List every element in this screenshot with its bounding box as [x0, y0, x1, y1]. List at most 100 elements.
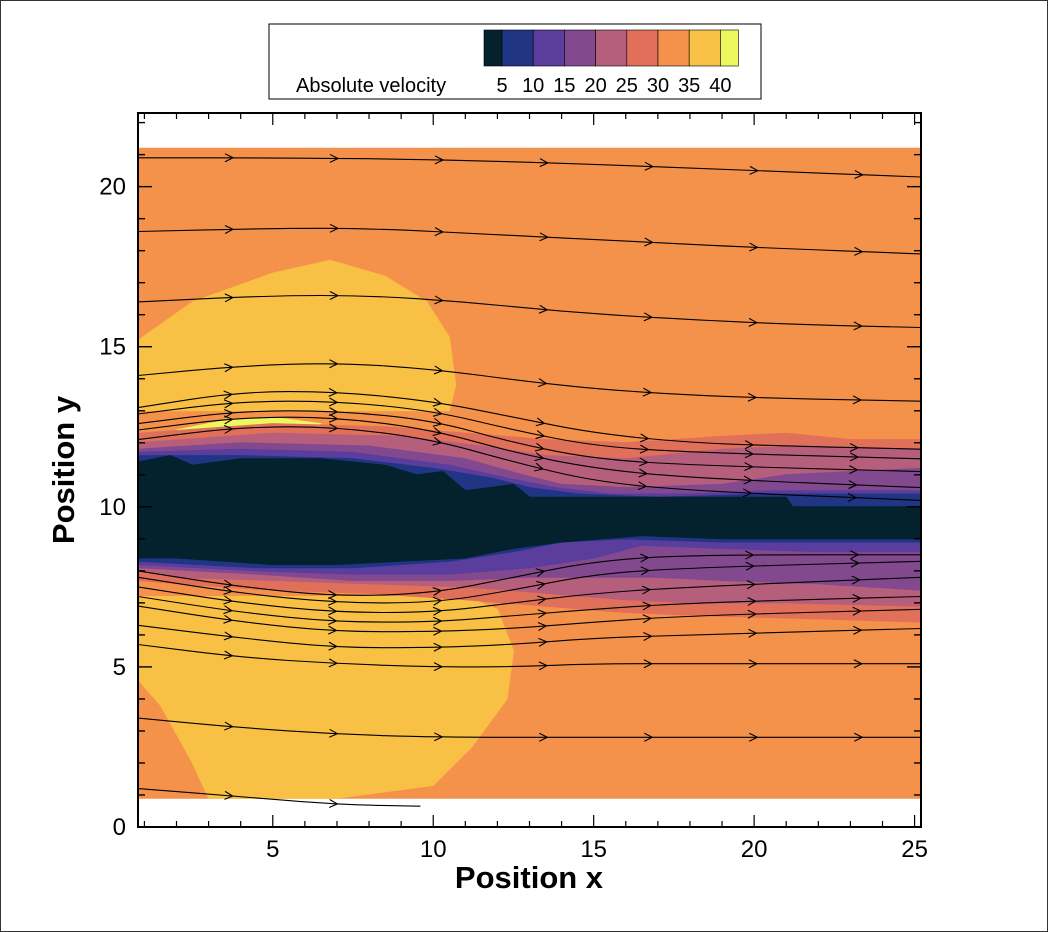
y-axis: 0 5 10 15 20	[99, 121, 921, 841]
streamline-arrow	[223, 390, 234, 400]
streamline-arrow	[224, 790, 234, 800]
streamline-arrow	[537, 378, 548, 388]
streamline-arrow	[639, 433, 650, 443]
streamline-arrow	[328, 407, 339, 417]
streamline-arrow	[852, 593, 862, 603]
x-tick-label: 25	[901, 836, 928, 863]
streamline-arrow	[537, 609, 548, 619]
streamline-arrow	[744, 440, 755, 450]
legend-swatch	[501, 29, 534, 67]
streamline-arrow	[328, 423, 339, 433]
streamline-arrow	[746, 580, 757, 590]
streamline-arrow	[849, 465, 859, 475]
streamline-17	[138, 788, 421, 807]
streamline-4	[138, 391, 921, 450]
streamline-arrow	[329, 223, 340, 233]
streamline-arrow	[434, 155, 445, 165]
streamline-11	[138, 576, 921, 614]
streamline-arrow	[329, 153, 340, 163]
legend-labels: 5 10 15 20 25 30 35 40	[496, 75, 731, 97]
streamline-arrow	[329, 291, 340, 300]
streamline-arrow	[643, 631, 653, 641]
x-tick-label: 20	[741, 836, 768, 863]
streamline-arrow	[538, 637, 548, 647]
streamline-arrow	[534, 462, 545, 472]
streamline-arrow	[747, 609, 758, 619]
y-tick-label: 10	[99, 494, 126, 521]
streamline-arrow	[535, 568, 546, 578]
streamline-arrow	[534, 442, 545, 452]
legend-swatches	[483, 29, 739, 67]
streamline-arrow	[638, 468, 649, 478]
streamline-5	[138, 400, 921, 460]
streamline-arrow	[223, 586, 234, 595]
streamline-arrow	[745, 561, 756, 571]
streamline-arrow	[847, 492, 858, 502]
streamline-arrow	[223, 399, 234, 409]
x-tick-label: 15	[580, 836, 607, 863]
streamline-arrow	[539, 158, 550, 168]
streamline-arrow	[850, 558, 861, 568]
streamline-arrow	[640, 566, 651, 576]
streamline-arrow	[851, 575, 862, 585]
streamline-arrow	[537, 595, 547, 605]
streamline-7	[138, 416, 921, 489]
streamline-arrow	[849, 452, 860, 462]
streamline-arrow	[535, 430, 546, 439]
streamline-2	[138, 294, 921, 329]
streamline-arrow	[535, 417, 546, 427]
legend-swatch	[532, 29, 565, 67]
streamline-arrow	[742, 488, 753, 498]
streamline-arrow	[223, 605, 234, 615]
streamline-arrow	[853, 625, 863, 635]
streamline-arrow	[432, 397, 443, 407]
streamline-arrow	[223, 595, 234, 605]
streamline-arrow	[854, 732, 864, 742]
streamline-arrow	[748, 317, 759, 327]
streamline-arrow	[852, 606, 863, 616]
streamline-arrow	[223, 408, 234, 418]
streamline-1	[138, 227, 921, 255]
streamline-arrow	[744, 462, 754, 472]
legend-level-label: 5	[496, 75, 507, 97]
streamline-arrow	[433, 626, 443, 636]
streamline-arrow	[749, 732, 759, 742]
streamline-arrow	[223, 424, 234, 434]
streamline-arrow	[749, 165, 760, 175]
streamline-arrow	[327, 625, 338, 635]
streamline-0	[138, 157, 921, 178]
legend-level-label: 25	[616, 75, 638, 97]
streamline-arrow	[639, 457, 649, 467]
legend-level-label: 35	[678, 75, 700, 97]
streamline-arrow	[747, 392, 758, 402]
streamline-arrow	[538, 304, 549, 314]
streamline-8	[138, 426, 921, 501]
streamline-arrow	[637, 481, 648, 491]
streamline-arrow	[327, 596, 338, 606]
streamline-arrow	[643, 312, 654, 322]
streamline-arrow	[848, 480, 858, 490]
streamline-arrow	[537, 622, 548, 631]
streamline-arrow	[328, 413, 339, 423]
streamline-arrow	[853, 659, 864, 669]
legend-level-label: 20	[584, 75, 606, 97]
streamline-arrow	[642, 387, 653, 397]
legend-level-label: 30	[647, 75, 669, 97]
streamline-15	[138, 643, 921, 668]
streamline-arrow	[434, 227, 445, 237]
streamline-arrow	[328, 728, 339, 738]
streamline-arrow	[534, 452, 545, 462]
contour-layer	[138, 147, 921, 799]
streamline-arrow	[223, 650, 234, 660]
streamline-arrow	[853, 321, 864, 331]
streamline-arrow	[854, 170, 864, 179]
streamline-14	[138, 624, 921, 649]
streamline-arrow	[642, 601, 653, 611]
streamline-arrow	[639, 444, 650, 454]
legend-swatch	[657, 29, 690, 67]
streamline-arrow	[328, 641, 339, 651]
streamline-arrow	[639, 553, 650, 563]
streamline-arrow	[434, 732, 444, 742]
streamline-arrow	[644, 237, 654, 247]
